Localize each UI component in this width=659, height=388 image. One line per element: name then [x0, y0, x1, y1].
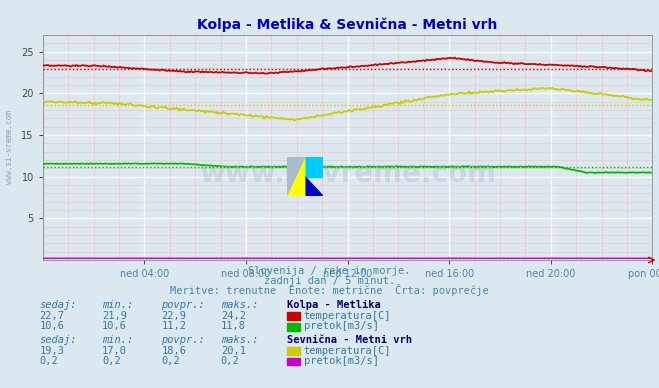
- Text: Meritve: trenutne  Enote: metrične  Črta: povprečje: Meritve: trenutne Enote: metrične Črta: …: [170, 284, 489, 296]
- Text: 19,3: 19,3: [40, 346, 65, 356]
- Text: pretok[m3/s]: pretok[m3/s]: [304, 321, 379, 331]
- Text: Sevnična - Metni vrh: Sevnična - Metni vrh: [287, 335, 412, 345]
- Text: zadnji dan / 5 minut.: zadnji dan / 5 minut.: [264, 276, 395, 286]
- Text: temperatura[C]: temperatura[C]: [304, 346, 391, 356]
- Text: 11,8: 11,8: [221, 321, 246, 331]
- Text: povpr.:: povpr.:: [161, 335, 205, 345]
- Text: 24,2: 24,2: [221, 311, 246, 321]
- Text: povpr.:: povpr.:: [161, 300, 205, 310]
- Text: 0,2: 0,2: [40, 356, 58, 366]
- Text: www.si-vreme.com: www.si-vreme.com: [199, 161, 496, 189]
- Polygon shape: [304, 177, 323, 196]
- Text: temperatura[C]: temperatura[C]: [304, 311, 391, 321]
- Text: maks.:: maks.:: [221, 335, 258, 345]
- Text: 0,2: 0,2: [102, 356, 121, 366]
- Polygon shape: [287, 157, 304, 196]
- Text: Slovenija / reke in morje.: Slovenija / reke in morje.: [248, 265, 411, 275]
- Text: 0,2: 0,2: [221, 356, 239, 366]
- Text: 0,2: 0,2: [161, 356, 180, 366]
- Polygon shape: [304, 157, 323, 177]
- Text: maks.:: maks.:: [221, 300, 258, 310]
- Text: www.si-vreme.com: www.si-vreme.com: [5, 111, 14, 184]
- Text: min.:: min.:: [102, 300, 133, 310]
- Text: sedaj:: sedaj:: [40, 300, 77, 310]
- Text: Kolpa - Metlika: Kolpa - Metlika: [287, 300, 380, 310]
- Text: 22,9: 22,9: [161, 311, 186, 321]
- Text: 18,6: 18,6: [161, 346, 186, 356]
- Polygon shape: [287, 157, 304, 196]
- Text: 22,7: 22,7: [40, 311, 65, 321]
- Text: 17,0: 17,0: [102, 346, 127, 356]
- Text: 11,2: 11,2: [161, 321, 186, 331]
- Text: 10,6: 10,6: [102, 321, 127, 331]
- Text: sedaj:: sedaj:: [40, 335, 77, 345]
- Title: Kolpa - Metlika & Sevnična - Metni vrh: Kolpa - Metlika & Sevnična - Metni vrh: [198, 18, 498, 32]
- Text: 20,1: 20,1: [221, 346, 246, 356]
- Polygon shape: [287, 157, 304, 196]
- Text: pretok[m3/s]: pretok[m3/s]: [304, 356, 379, 366]
- Text: 10,6: 10,6: [40, 321, 65, 331]
- Text: min.:: min.:: [102, 335, 133, 345]
- Text: 21,9: 21,9: [102, 311, 127, 321]
